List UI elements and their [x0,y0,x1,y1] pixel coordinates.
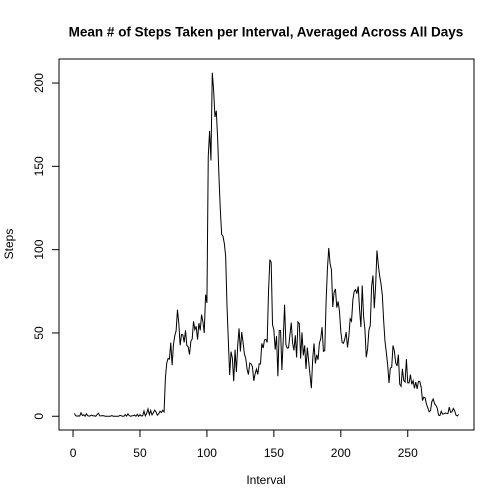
y-tick-label: 150 [32,156,46,176]
y-tick-label: 0 [32,413,46,420]
data-line [73,72,460,418]
x-tick-label: 250 [398,446,418,460]
y-tick-label: 200 [32,73,46,93]
x-tick-label: 50 [133,446,147,460]
x-axis-label: Interval [246,473,285,487]
x-tick-label: 0 [70,446,77,460]
x-tick-label: 150 [264,446,284,460]
y-tick-label: 100 [32,239,46,259]
chart-title: Mean # of Steps Taken per Interval, Aver… [69,25,464,40]
x-tick-label: 100 [197,446,217,460]
x-tick-label: 200 [331,446,351,460]
y-tick-label: 50 [32,326,46,340]
y-axis-label: Steps [2,229,16,260]
